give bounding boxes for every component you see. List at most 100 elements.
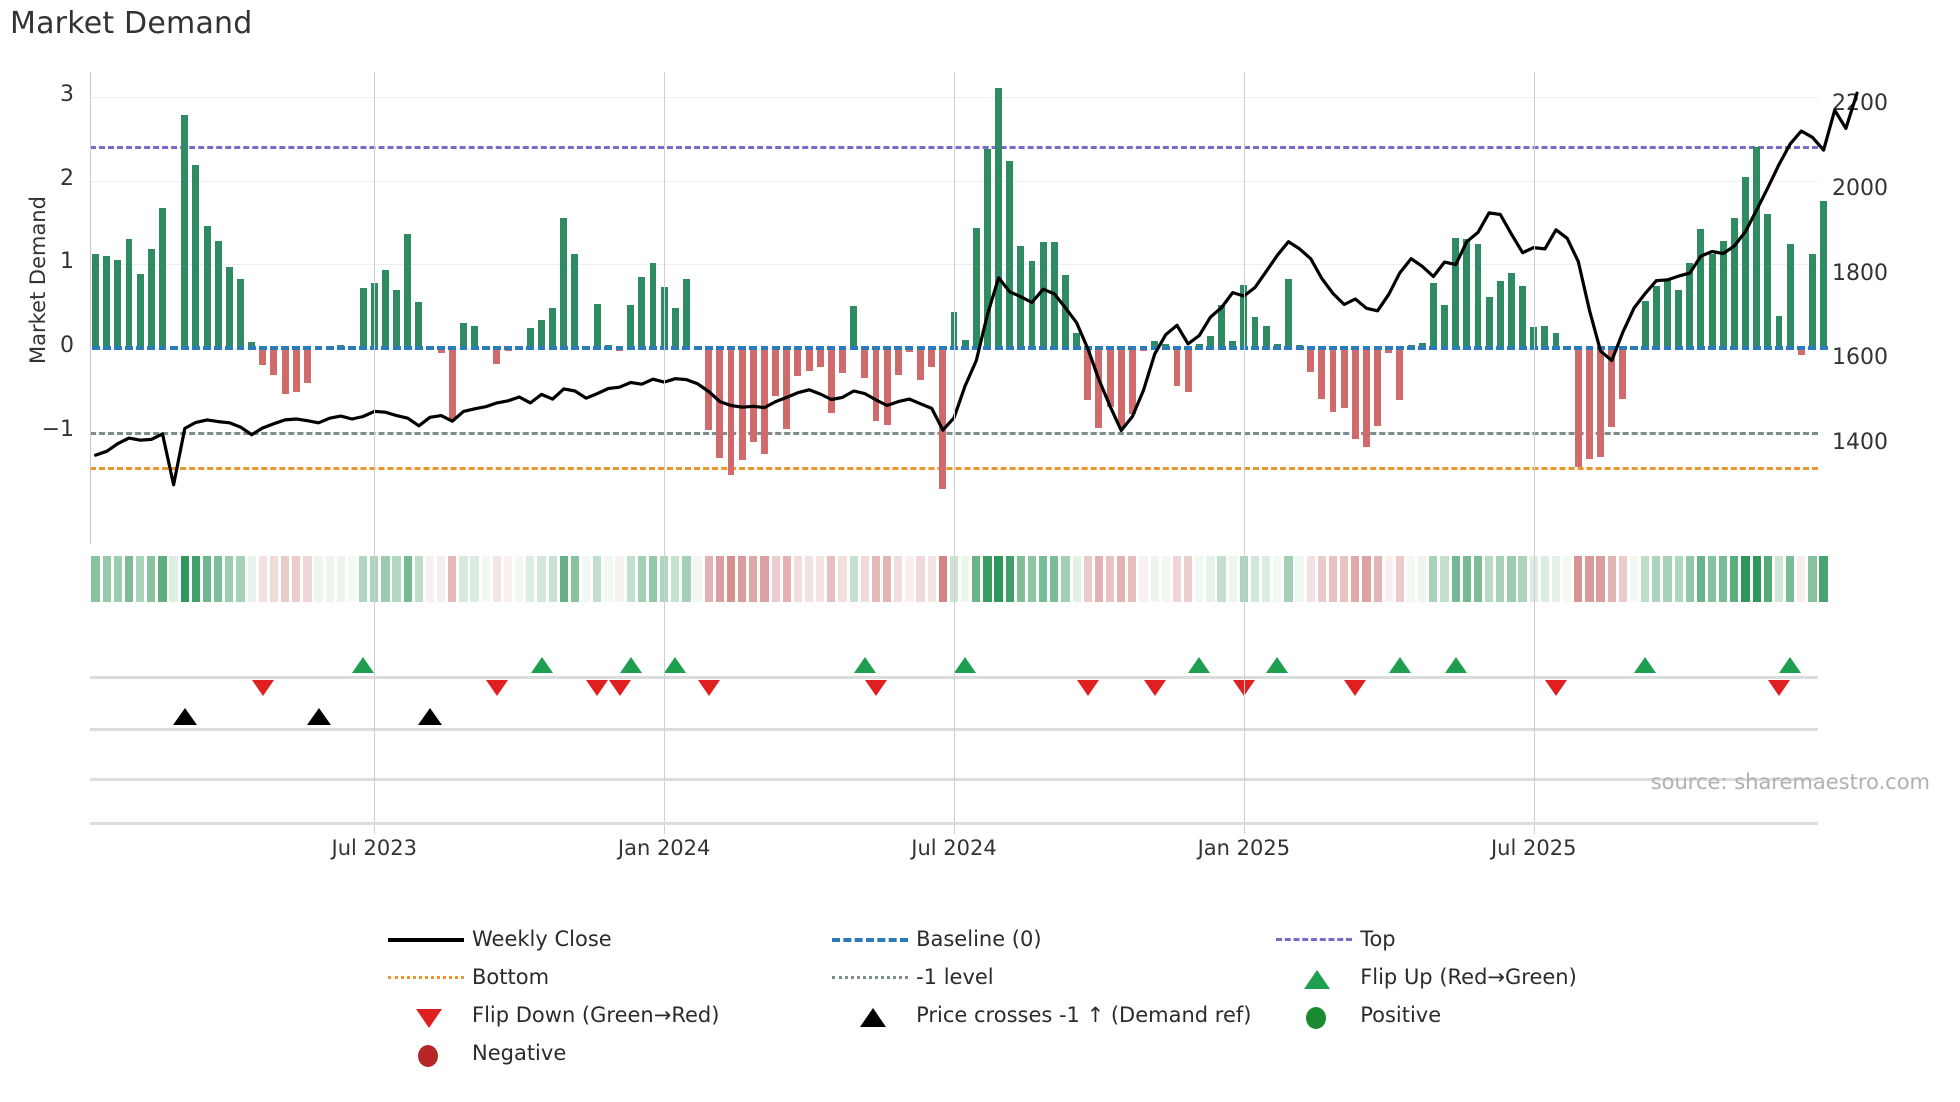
demand-bar <box>370 282 378 349</box>
baseline-segment <box>1362 346 1371 351</box>
legend-item-price-cross[interactable]: Price crosses -1 ↑ (Demand ref) <box>824 996 1268 1034</box>
legend-item-positive[interactable]: Positive <box>1268 996 1580 1034</box>
demand-bar <box>1151 340 1159 349</box>
flip-down-marker[interactable] <box>586 680 609 696</box>
demand-bar <box>1396 348 1404 400</box>
heatmap-cell <box>749 556 758 602</box>
demand-bar <box>682 278 690 349</box>
chart-legend: Weekly Close Baseline (0) Top Bottom -1 … <box>380 920 1580 1072</box>
baseline-segment <box>1050 346 1059 351</box>
y-tick-label-left: 0 <box>60 333 74 359</box>
flip-up-marker[interactable] <box>1266 657 1289 673</box>
price-cross-marker[interactable] <box>306 708 331 725</box>
legend-item-flip-down[interactable]: Flip Down (Green→Red) <box>380 996 824 1034</box>
heatmap-cell <box>325 556 334 602</box>
legend-item-minus-one-level[interactable]: -1 level <box>824 958 1268 996</box>
flip-up-marker[interactable] <box>1634 657 1657 673</box>
baseline-segment <box>470 346 479 351</box>
demand-bar <box>1719 241 1727 349</box>
legend-item-top[interactable]: Top <box>1268 920 1580 958</box>
baseline-segment <box>359 346 368 351</box>
demand-bar <box>861 348 869 379</box>
heatmap-cell <box>1273 556 1282 602</box>
heatmap-cell <box>1685 556 1694 602</box>
demand-bar <box>259 348 267 365</box>
flip-up-marker[interactable] <box>530 657 553 673</box>
demand-bar <box>1686 262 1694 349</box>
baseline-segment <box>1652 346 1661 351</box>
heatmap-cell <box>1016 556 1025 602</box>
baseline-segment <box>649 346 657 351</box>
demand-bar <box>393 289 401 349</box>
baseline-segment <box>1016 346 1025 351</box>
heatmap-cell <box>1741 556 1750 602</box>
flip-down-marker[interactable] <box>1143 680 1166 696</box>
heatmap-cell <box>1518 556 1527 602</box>
baseline-segment <box>916 346 925 351</box>
heatmap-cell <box>1719 556 1728 602</box>
demand-bar <box>1374 348 1382 426</box>
flip-up-marker[interactable] <box>954 657 977 673</box>
heatmap-cell <box>916 556 925 602</box>
demand-bar <box>1340 348 1348 409</box>
heatmap-cell <box>894 556 903 602</box>
baseline-segment <box>269 346 278 351</box>
demand-bar <box>114 260 122 349</box>
legend-item-flip-up[interactable]: Flip Up (Red→Green) <box>1268 958 1580 996</box>
flip-down-marker[interactable] <box>251 680 274 696</box>
flip-down-marker[interactable] <box>608 680 631 696</box>
demand-bar <box>1742 176 1749 349</box>
flip-down-marker[interactable] <box>485 680 508 696</box>
baseline-segment <box>1775 346 1783 351</box>
price-cross-marker[interactable] <box>172 708 197 725</box>
flip-up-marker[interactable] <box>853 657 876 673</box>
heatmap-cell <box>392 556 401 602</box>
heatmap-cell <box>1406 556 1416 602</box>
heatmap-cell <box>336 556 345 602</box>
heatmap-cell <box>492 556 502 602</box>
flip-up-marker[interactable] <box>1188 657 1211 673</box>
heatmap-cell <box>225 556 234 602</box>
legend-item-negative[interactable]: Negative <box>380 1034 850 1072</box>
heatmap-cell <box>359 556 368 602</box>
demand-bar <box>671 307 679 349</box>
heatmap-cell <box>871 556 881 602</box>
baseline-segment <box>1819 346 1828 351</box>
flip-down-marker[interactable] <box>864 680 887 696</box>
x-tick-label: Jul 2025 <box>1490 836 1577 860</box>
baseline-segment <box>1005 346 1014 351</box>
baseline-segment <box>894 346 903 351</box>
baseline-segment <box>1440 346 1449 351</box>
heatmap-cell <box>860 556 869 602</box>
flip-down-marker[interactable] <box>697 680 720 696</box>
flip-up-marker[interactable] <box>352 657 375 673</box>
heatmap-cell <box>1183 556 1193 602</box>
heatmap-cell <box>113 556 122 602</box>
demand-bar <box>549 307 557 349</box>
demand-bar <box>1084 348 1092 400</box>
flip-up-marker[interactable] <box>664 657 687 673</box>
legend-item-baseline[interactable]: Baseline (0) <box>824 920 1268 958</box>
price-cross-marker[interactable] <box>418 708 443 725</box>
flip-down-marker[interactable] <box>1545 680 1567 696</box>
flip-down-marker[interactable] <box>1076 680 1099 696</box>
legend-item-bottom[interactable]: Bottom <box>380 958 824 996</box>
demand-bar <box>1251 317 1259 349</box>
baseline-segment <box>1317 346 1326 351</box>
flip-up-marker[interactable] <box>1388 657 1411 673</box>
flip-up-marker[interactable] <box>1779 657 1802 673</box>
flip-up-marker[interactable] <box>1444 657 1467 673</box>
demand-bar <box>705 348 713 431</box>
baseline-segment <box>693 346 702 351</box>
flip-down-marker[interactable] <box>1767 680 1790 696</box>
legend-item-weekly-close[interactable]: Weekly Close <box>380 920 824 958</box>
demand-bar <box>448 348 456 421</box>
heatmap-cell <box>91 556 100 602</box>
heatmap-cell <box>1172 556 1182 602</box>
flip-down-marker[interactable] <box>1344 680 1367 696</box>
demand-bar <box>1162 343 1170 349</box>
legend-label: Positive <box>1360 1003 1442 1027</box>
baseline-segment <box>1540 346 1549 351</box>
flip-up-marker[interactable] <box>619 657 642 673</box>
baseline-segment <box>303 346 312 351</box>
